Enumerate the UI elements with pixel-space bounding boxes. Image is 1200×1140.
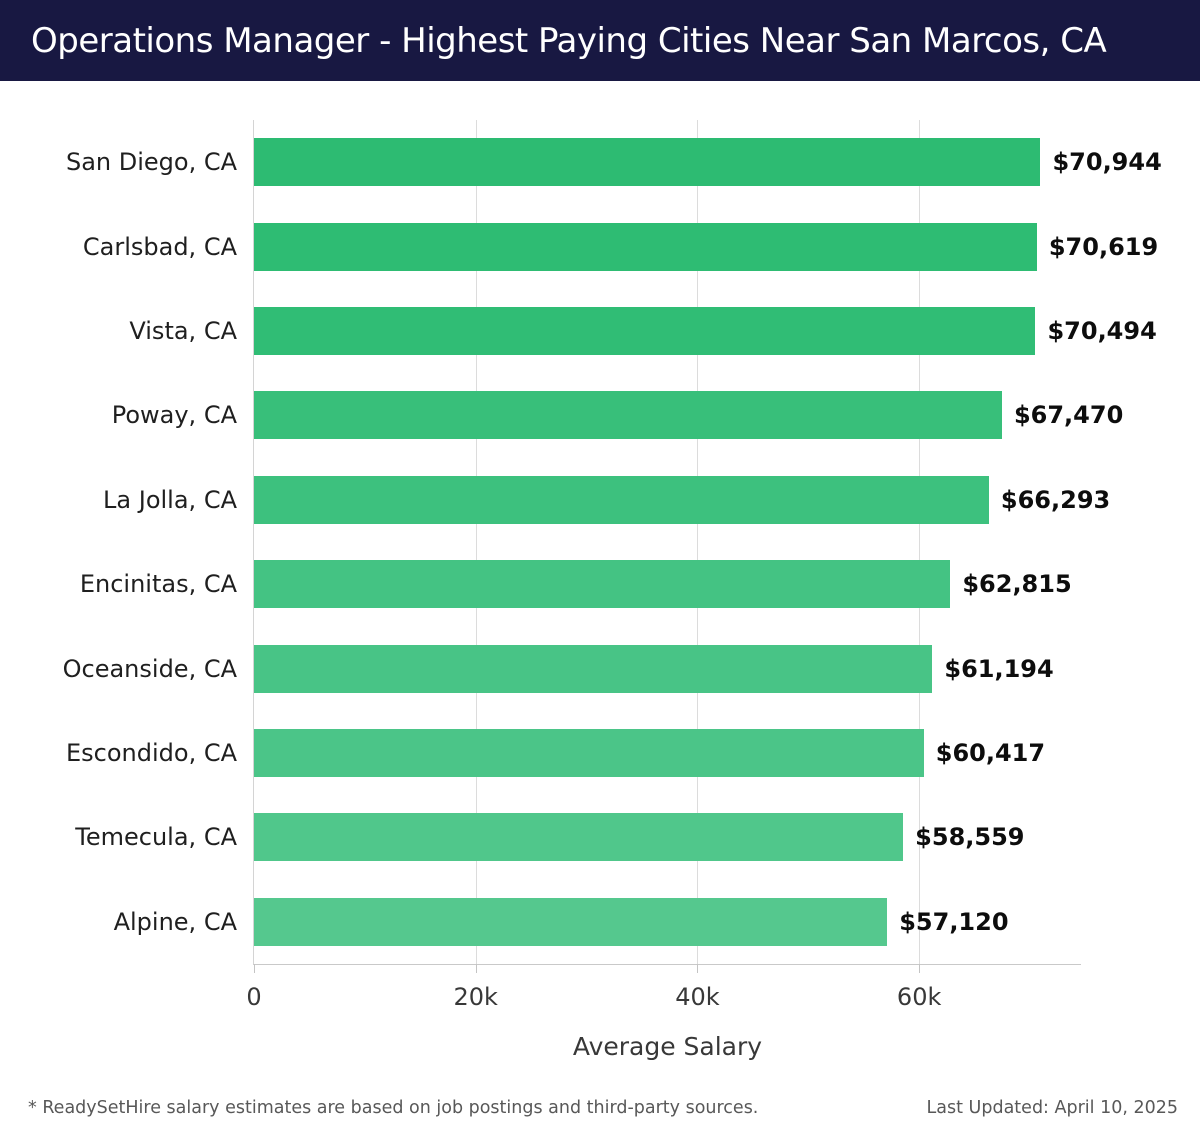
chart-header: Operations Manager - Highest Paying Citi… <box>0 0 1200 81</box>
footer-disclaimer: * ReadySetHire salary estimates are base… <box>28 1098 759 1118</box>
x-tick-mark <box>697 964 699 973</box>
salary-bar <box>254 560 951 609</box>
bar-row: Oceanside, CA $61,194 <box>63 626 1081 710</box>
salary-bar <box>254 813 904 862</box>
gridline <box>475 120 477 964</box>
footer: * ReadySetHire salary estimates are base… <box>28 1098 1178 1118</box>
chart-title: Operations Manager - Highest Paying Citi… <box>31 20 1107 61</box>
bar-row: Escondido, CA $60,417 <box>66 711 1081 795</box>
x-tick-label: 60k <box>896 983 942 1011</box>
x-tick-mark <box>254 964 255 973</box>
x-tick-label: 40k <box>675 983 720 1011</box>
plot-area: Average Salary 0 20k 40k 60k San Diego, CA $7… <box>63 120 1162 1061</box>
value-label: $61,194 <box>944 654 1054 683</box>
footer-last-updated: Last Updated: April 10, 2025 <box>926 1098 1178 1118</box>
x-tick-label: 0 <box>246 983 262 1011</box>
gridline <box>919 120 921 964</box>
bar-row: La Jolla, CA $66,293 <box>103 458 1110 542</box>
salary-bar <box>254 222 1037 271</box>
salary-bar <box>254 897 888 946</box>
salary-bar <box>254 391 1002 440</box>
salary-bar <box>254 644 933 693</box>
bar-row: Temecula, CA $58,559 <box>75 795 1081 879</box>
gridline <box>697 120 699 964</box>
salary-bar <box>254 475 989 524</box>
category-label: Temecula, CA <box>75 823 237 852</box>
bar-row: Carlsbad, CA $70,619 <box>83 204 1158 288</box>
category-label: Carlsbad, CA <box>82 232 237 261</box>
value-label: $67,470 <box>1013 401 1124 430</box>
value-label: $70,619 <box>1048 232 1159 261</box>
value-label: $62,815 <box>962 570 1072 599</box>
value-label: $66,293 <box>1000 485 1111 514</box>
category-label: La Jolla, CA <box>103 485 237 514</box>
x-tick-label: 20k <box>453 983 498 1011</box>
x-axis-title: Average Salary <box>572 1032 763 1061</box>
category-label: Escondido, CA <box>65 738 237 767</box>
category-label: Alpine, CA <box>113 907 237 936</box>
salary-bar <box>254 138 1041 187</box>
value-label: $57,120 <box>899 907 1009 936</box>
category-label: Poway, CA <box>111 401 237 430</box>
value-label: $60,417 <box>935 738 1046 767</box>
value-label: $70,944 <box>1052 148 1162 177</box>
x-tick-mark <box>475 964 477 973</box>
bar-row: Alpine, CA $57,120 <box>114 880 1081 964</box>
value-label: $58,559 <box>915 823 1025 852</box>
category-label: Encinitas, CA <box>79 570 237 599</box>
x-tick-mark <box>919 964 921 973</box>
category-label: Vista, CA <box>129 316 237 345</box>
salary-bar <box>254 728 924 777</box>
category-label: Oceanside, CA <box>62 654 237 683</box>
category-label: San Diego, CA <box>65 148 237 177</box>
bar-row: Poway, CA $67,470 <box>112 373 1123 457</box>
bar-row: Vista, CA $70,494 <box>129 289 1157 373</box>
bar-row: Encinitas, CA $62,815 <box>80 542 1081 626</box>
bar-row: San Diego, CA $70,944 <box>66 120 1162 204</box>
value-label: $70,494 <box>1047 316 1157 345</box>
salary-bar <box>254 306 1036 355</box>
